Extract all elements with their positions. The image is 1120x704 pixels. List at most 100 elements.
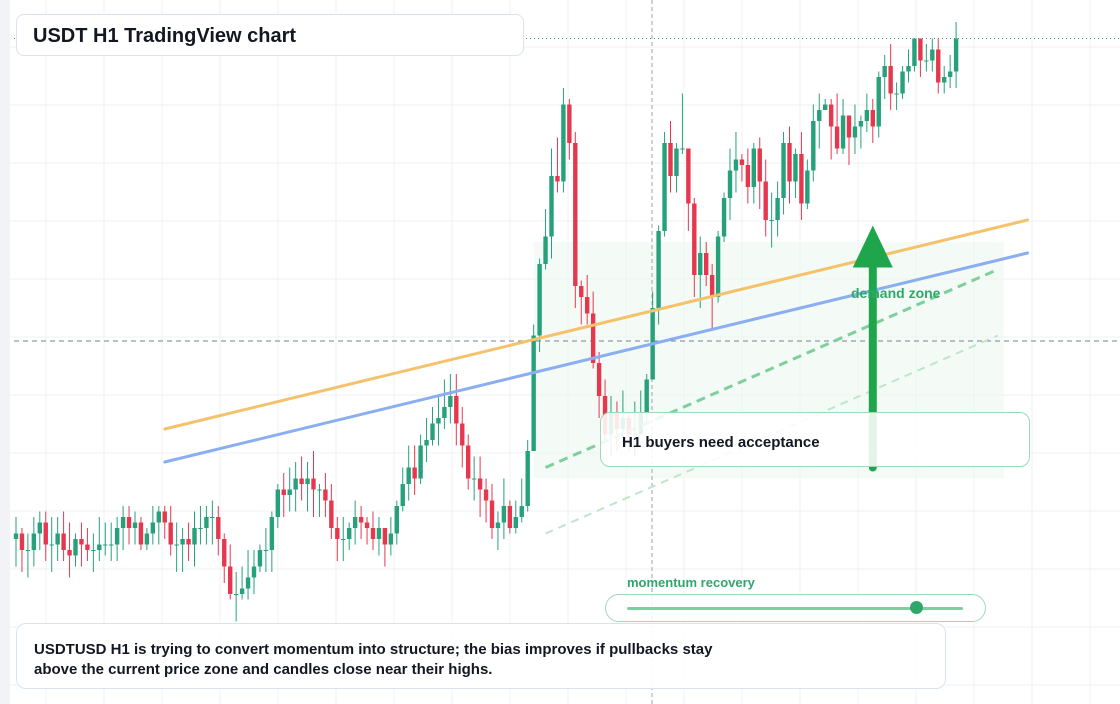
candle-body bbox=[317, 489, 322, 491]
candle-body bbox=[43, 522, 48, 545]
candle-body bbox=[953, 38, 959, 72]
candle-body bbox=[341, 539, 346, 540]
candle-body bbox=[352, 517, 358, 528]
candle-body bbox=[335, 528, 340, 539]
candle-body bbox=[91, 550, 96, 551]
candle-body bbox=[733, 159, 739, 171]
momentum-slider[interactable] bbox=[605, 594, 986, 622]
candle-body bbox=[585, 297, 590, 314]
candle-body bbox=[501, 506, 507, 523]
candle-body bbox=[662, 143, 667, 231]
candle-body bbox=[698, 253, 703, 275]
candle-body bbox=[156, 511, 161, 523]
candle-body bbox=[31, 533, 37, 550]
candle-body bbox=[305, 478, 310, 484]
candle-body bbox=[721, 198, 727, 237]
candle-body bbox=[436, 418, 441, 424]
candle-body bbox=[680, 148, 685, 150]
candle-body bbox=[55, 533, 60, 545]
candle-body bbox=[930, 49, 935, 61]
candle-body bbox=[692, 203, 697, 275]
slider-thumb[interactable] bbox=[909, 601, 923, 614]
candle-body bbox=[799, 154, 804, 204]
candle-body bbox=[882, 66, 887, 77]
candle-body bbox=[162, 511, 167, 523]
candle-body bbox=[793, 154, 798, 182]
candle-body bbox=[674, 148, 679, 176]
candle-body bbox=[715, 236, 721, 297]
candle-body bbox=[245, 577, 251, 589]
slider-track[interactable] bbox=[627, 607, 963, 610]
candle-body bbox=[590, 313, 596, 363]
candle-body bbox=[114, 528, 120, 545]
candle-body bbox=[888, 66, 893, 94]
candle-body bbox=[25, 550, 31, 551]
candle-body bbox=[561, 104, 566, 182]
candle-body bbox=[210, 517, 215, 518]
candle-body bbox=[918, 38, 923, 61]
candle-body bbox=[97, 544, 102, 550]
callout-text: H1 buyers need acceptance bbox=[622, 434, 820, 451]
candle-body bbox=[858, 121, 864, 127]
candle-body bbox=[358, 517, 364, 523]
candle-body bbox=[67, 550, 72, 556]
candle-body bbox=[739, 159, 745, 165]
candle-body bbox=[430, 423, 435, 440]
candle-body bbox=[168, 522, 173, 545]
candle-body bbox=[460, 423, 465, 446]
candle-body bbox=[543, 236, 548, 264]
candle-body bbox=[668, 143, 673, 176]
candle-body bbox=[471, 478, 477, 480]
candle-body bbox=[775, 198, 780, 220]
candle-body bbox=[370, 528, 376, 539]
candle-body bbox=[900, 71, 905, 94]
candle-body bbox=[947, 71, 953, 77]
candle-body bbox=[192, 528, 197, 545]
candle-body bbox=[412, 467, 417, 479]
candle-body bbox=[817, 110, 822, 121]
candle-body bbox=[37, 522, 42, 534]
candle-body bbox=[418, 445, 423, 479]
candle-body bbox=[864, 110, 870, 121]
candle-body bbox=[293, 478, 298, 490]
candle-body bbox=[513, 517, 518, 528]
candle-body bbox=[216, 517, 221, 539]
candle-body bbox=[781, 143, 786, 198]
candle-body bbox=[727, 170, 733, 198]
candle-body bbox=[787, 143, 792, 182]
candle-body bbox=[579, 286, 584, 297]
candle-body bbox=[424, 440, 429, 446]
candle-body bbox=[912, 38, 917, 66]
candle-body bbox=[811, 121, 816, 171]
candle-body bbox=[507, 506, 513, 528]
candle-body bbox=[876, 77, 881, 127]
candle-body bbox=[109, 544, 114, 546]
candle-body bbox=[263, 550, 269, 551]
candle-body bbox=[85, 544, 90, 550]
candle-body bbox=[198, 528, 203, 529]
candle-body bbox=[186, 539, 191, 545]
candle-body bbox=[942, 77, 947, 83]
analysis-note-text: USDTUSD H1 is trying to convert momentum… bbox=[34, 641, 713, 678]
candle-body bbox=[555, 176, 560, 182]
candle-body bbox=[138, 522, 144, 545]
candle-body bbox=[144, 533, 150, 545]
candle-body bbox=[519, 506, 524, 517]
ma-slow-line bbox=[163, 251, 1029, 464]
candle-body bbox=[466, 445, 471, 479]
candle-body bbox=[120, 517, 126, 528]
candle-body bbox=[281, 489, 286, 495]
candle-body bbox=[132, 522, 138, 528]
analysis-note-box: USDTUSD H1 is trying to convert momentum… bbox=[16, 623, 946, 689]
candle-body bbox=[347, 528, 352, 539]
candle-body bbox=[222, 539, 227, 567]
candle-body bbox=[126, 517, 132, 528]
candle-body bbox=[906, 66, 911, 72]
candle-body bbox=[537, 264, 542, 336]
candle-body bbox=[299, 478, 304, 484]
candle-body bbox=[180, 539, 185, 545]
candle-body bbox=[400, 484, 405, 506]
candle-body bbox=[852, 126, 858, 138]
candle-body bbox=[228, 566, 233, 594]
demand-zone-label: demand zone bbox=[851, 285, 941, 301]
